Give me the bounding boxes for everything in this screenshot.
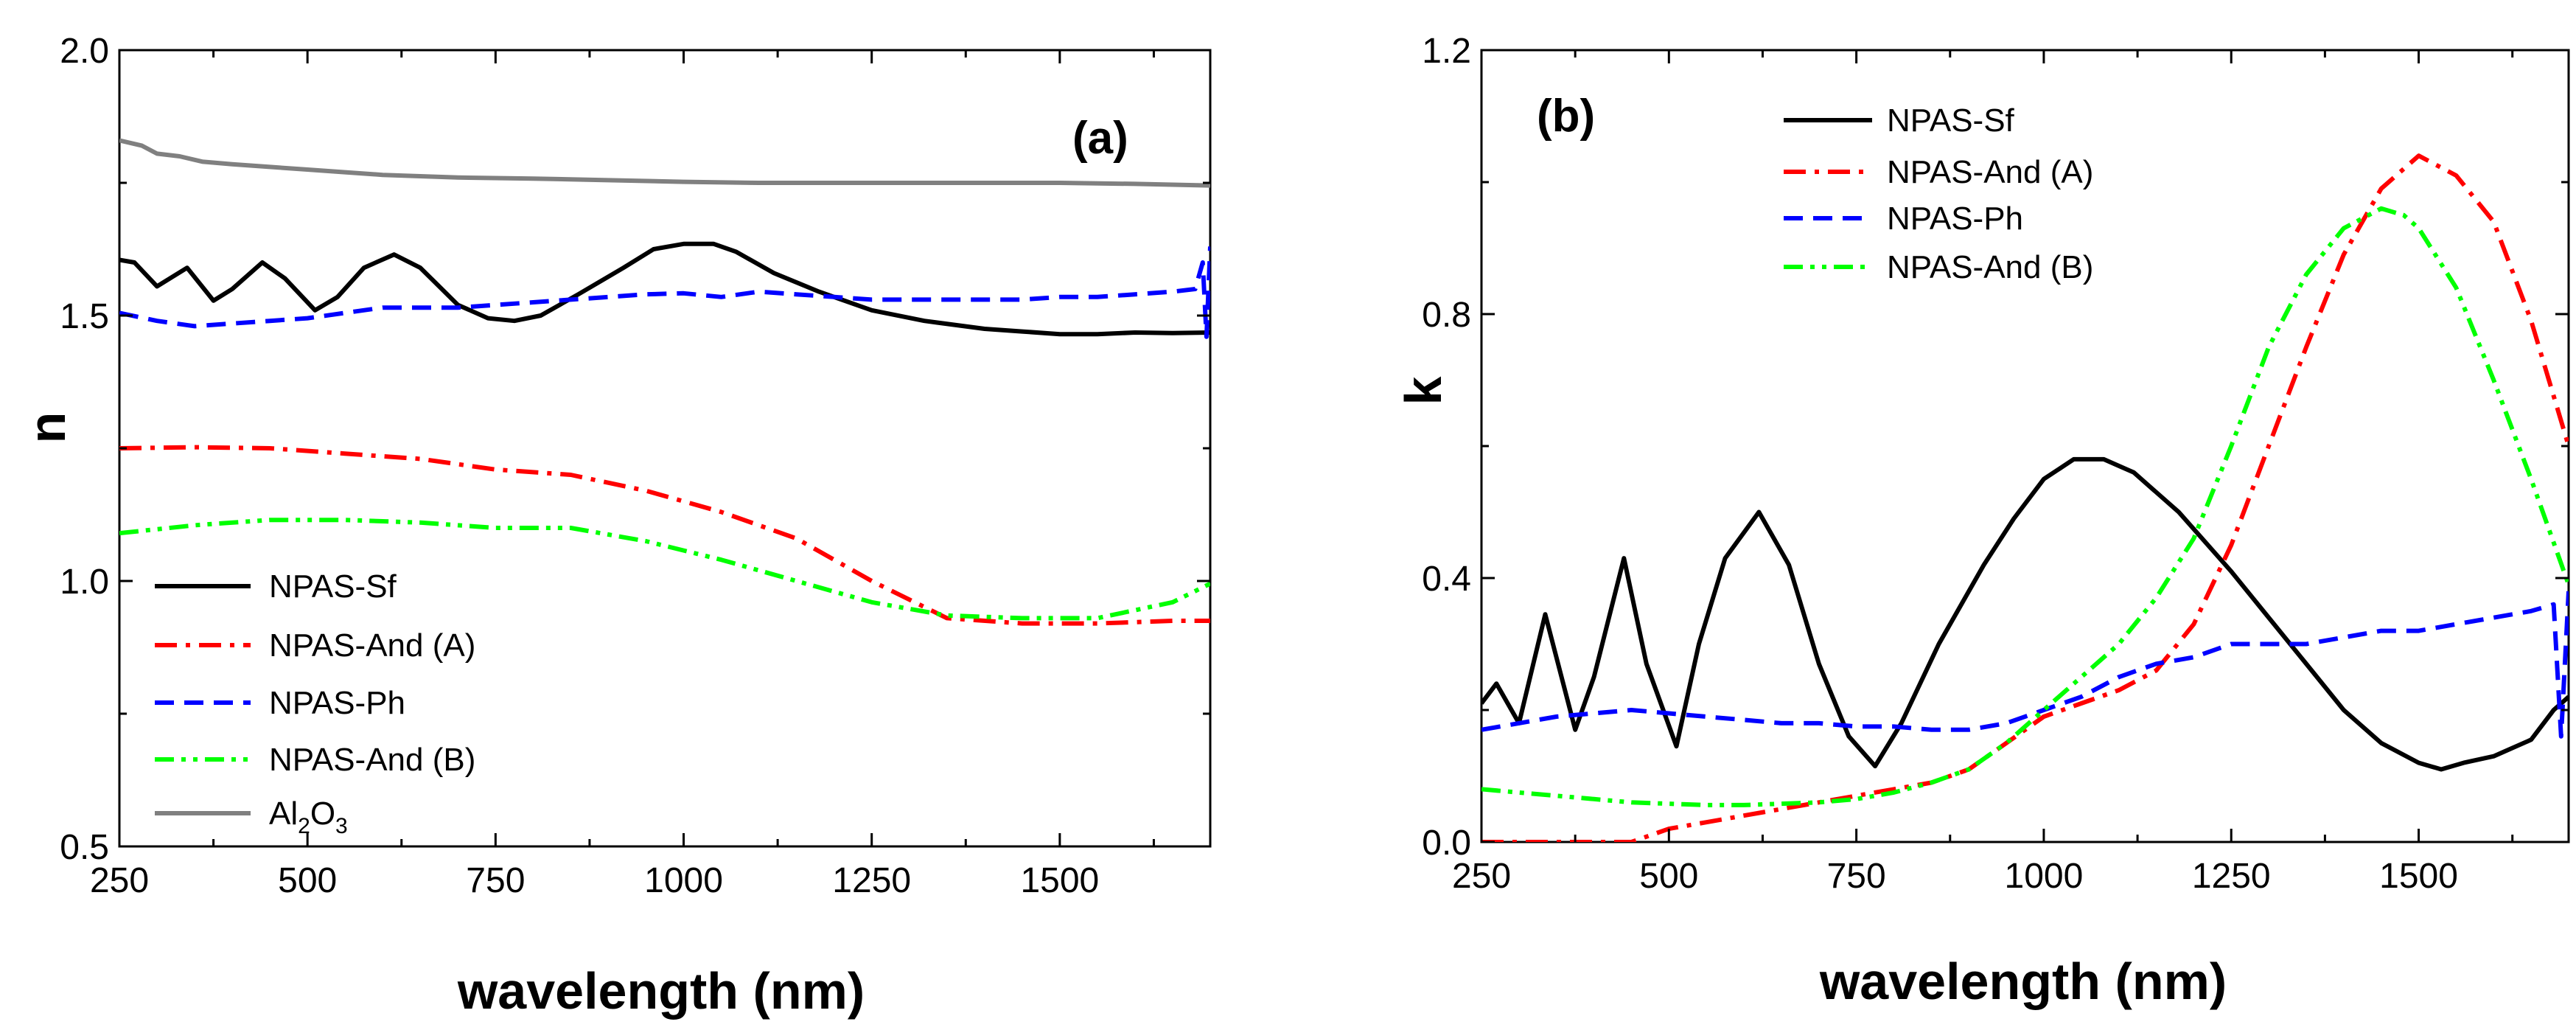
x-tick-label: 1500 <box>1020 861 1099 900</box>
x-tick-label: 750 <box>466 861 525 900</box>
panel-a-tick-layer: 250 500 750 1000 1250 1500 0.5 1.0 1.5 2.0 <box>60 32 1210 900</box>
legend-item: NPAS-Ph <box>1784 201 2023 237</box>
x-tick-label: 1500 <box>2379 857 2458 896</box>
y-tick-label: 2.0 <box>60 32 109 71</box>
series-line-al2o3 <box>119 138 1210 188</box>
panel-b-tick-layer: 250 500 750 1000 1250 1500 0.0 0.4 0.8 1.2 <box>1422 32 2569 896</box>
y-tick-label: 0.0 <box>1422 824 1471 863</box>
series-line-npas-and-a <box>1481 153 2569 842</box>
panel-a-legend: NPAS-Sf NPAS-And (A) NPAS-Ph NPAS-And (B… <box>155 568 475 838</box>
legend-label: NPAS-And (B) <box>1887 249 2093 285</box>
series-line-npas-ph <box>119 246 1210 339</box>
x-tick-label: 250 <box>90 861 149 900</box>
series-line-npas-sf <box>119 241 1210 337</box>
x-tick-label: 500 <box>1639 857 1698 896</box>
series-line-npas-and-a <box>119 445 1210 626</box>
y-tick-label: 1.2 <box>1422 32 1471 71</box>
series-line-npas-and-b <box>1481 206 2569 807</box>
x-tick-label: 250 <box>1452 857 1511 896</box>
x-tick-label: 1250 <box>832 861 911 900</box>
y-tick-label: 0.4 <box>1422 560 1471 599</box>
series-line-npas-and-b <box>119 518 1210 621</box>
panel-b-ylabel: k <box>1395 376 1452 405</box>
x-tick-label: 500 <box>278 861 337 900</box>
legend-label: NPAS-Sf <box>269 568 397 605</box>
legend-label-al2o3: Al2O3 <box>269 796 348 838</box>
panel-a-series-layer <box>119 138 1210 626</box>
legend-item: NPAS-And (A) <box>1784 154 2093 190</box>
panel-b-k-chart: 250 500 750 1000 1250 1500 0.0 0.4 0.8 1.2 (b) wa… <box>1395 32 2570 1010</box>
legend-item: NPAS-Ph <box>155 685 405 721</box>
legend-item: NPAS-And (B) <box>155 742 475 778</box>
y-tick-label: 0.5 <box>60 828 109 867</box>
legend-label: NPAS-And (B) <box>269 742 475 778</box>
legend-label: NPAS-Ph <box>269 685 405 721</box>
legend-label: NPAS-Sf <box>1887 102 2015 139</box>
legend-item: NPAS-Sf <box>155 568 397 605</box>
panel-a-n-chart: 250 500 750 1000 1250 1500 0.5 1.0 1.5 2.0 (a) wa… <box>18 32 1212 1020</box>
panel-b-label: (b) <box>1537 91 1595 142</box>
legend-item: NPAS-Sf <box>1784 102 2015 139</box>
legend-label: NPAS-Ph <box>1887 201 2023 237</box>
panel-b-legend: NPAS-Sf NPAS-And (A) NPAS-Ph NPAS-And (B… <box>1784 102 2093 285</box>
x-tick-label: 750 <box>1827 857 1886 896</box>
y-tick-label: 0.8 <box>1422 296 1471 335</box>
y-tick-label: 1.5 <box>60 297 109 336</box>
series-line-npas-sf <box>1481 456 2569 772</box>
panel-b-xlabel: wavelength (nm) <box>1819 953 2227 1010</box>
legend-label: NPAS-And (A) <box>269 627 475 664</box>
legend-label: NPAS-And (A) <box>1887 154 2093 190</box>
panel-a-ylabel: n <box>18 412 76 444</box>
legend-item: Al2O3 <box>155 796 348 838</box>
panel-a-label: (a) <box>1072 113 1128 164</box>
panel-a-xlabel: wavelength (nm) <box>457 962 865 1020</box>
y-tick-label: 1.0 <box>60 563 109 602</box>
x-tick-label: 1250 <box>2192 857 2271 896</box>
x-tick-label: 1000 <box>2005 857 2084 896</box>
legend-item: NPAS-And (B) <box>1784 249 2093 285</box>
panel-b-series-layer <box>1481 153 2569 842</box>
legend-item: NPAS-And (A) <box>155 627 475 664</box>
series-line-npas-ph <box>1481 591 2569 739</box>
x-tick-label: 1000 <box>644 861 723 900</box>
